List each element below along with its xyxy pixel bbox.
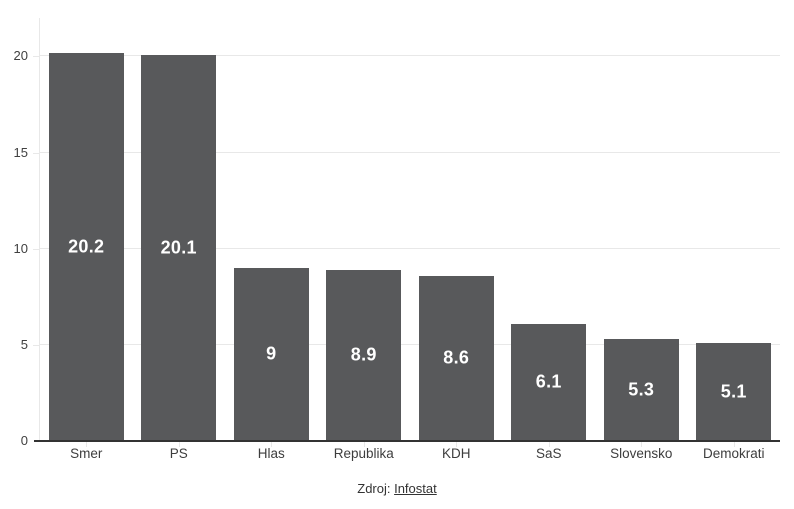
y-tick-label: 15 bbox=[13, 144, 28, 160]
y-tick-mark bbox=[33, 344, 40, 346]
gridline bbox=[40, 247, 780, 249]
bar: 8.9 bbox=[326, 269, 402, 441]
gridline bbox=[40, 55, 780, 57]
bar-value-label: 20.2 bbox=[68, 236, 105, 257]
source-link[interactable]: Infostat bbox=[394, 481, 437, 496]
bar-value-label: 8.9 bbox=[350, 344, 377, 365]
x-tick-mark bbox=[178, 442, 180, 447]
x-axis-label: SaS bbox=[535, 446, 562, 461]
y-tick-mark bbox=[33, 56, 40, 58]
bar-value-label: 20.1 bbox=[160, 237, 197, 258]
source-note: Zdroj: Infostat bbox=[0, 481, 794, 497]
y-tick-label: 10 bbox=[13, 240, 28, 256]
x-tick-mark bbox=[363, 442, 365, 447]
x-tick-mark bbox=[271, 442, 273, 447]
bar: 6.1 bbox=[511, 323, 587, 441]
bar: 20.2 bbox=[48, 52, 124, 441]
x-axis-label: Demokrati bbox=[702, 446, 765, 461]
plot-area: 20.2 20.1 9 8.9 8.6 6.1 5.3 5.1 bbox=[40, 18, 780, 441]
bar: 20.1 bbox=[141, 54, 217, 441]
y-axis-line bbox=[39, 18, 40, 441]
bar-value-label: 6.1 bbox=[535, 371, 562, 392]
x-axis-label: Slovensko bbox=[610, 446, 673, 461]
bar-value-label: 5.1 bbox=[720, 381, 747, 402]
x-tick-mark bbox=[641, 442, 643, 447]
x-axis-line bbox=[34, 440, 780, 442]
x-axis-label: Hlas bbox=[257, 446, 285, 461]
y-tick-label: 20 bbox=[13, 48, 28, 64]
x-tick-mark bbox=[733, 442, 735, 447]
x-axis-label: Smer bbox=[70, 446, 103, 461]
y-tick-mark bbox=[33, 152, 40, 154]
y-tick-label: 0 bbox=[20, 433, 28, 448]
x-axis-label: PS bbox=[169, 446, 188, 461]
bar: 9 bbox=[233, 267, 309, 441]
x-tick-mark bbox=[548, 442, 550, 447]
source-prefix: Zdroj: bbox=[357, 481, 395, 496]
x-tick-mark bbox=[456, 442, 458, 447]
x-axis-label: Republika bbox=[333, 446, 394, 461]
bar: 5.1 bbox=[696, 342, 772, 441]
bar-value-label: 8.6 bbox=[443, 347, 470, 368]
bar: 8.6 bbox=[418, 275, 494, 441]
gridline bbox=[40, 343, 780, 345]
x-tick-mark bbox=[86, 442, 88, 447]
y-tick-mark bbox=[33, 248, 40, 250]
y-tick-label: 5 bbox=[20, 336, 28, 352]
bar-value-label: 5.3 bbox=[628, 379, 655, 400]
bar: 5.3 bbox=[603, 339, 679, 441]
x-axis-label: KDH bbox=[441, 446, 471, 461]
bar-value-label: 9 bbox=[266, 343, 277, 364]
gridline bbox=[40, 151, 780, 153]
